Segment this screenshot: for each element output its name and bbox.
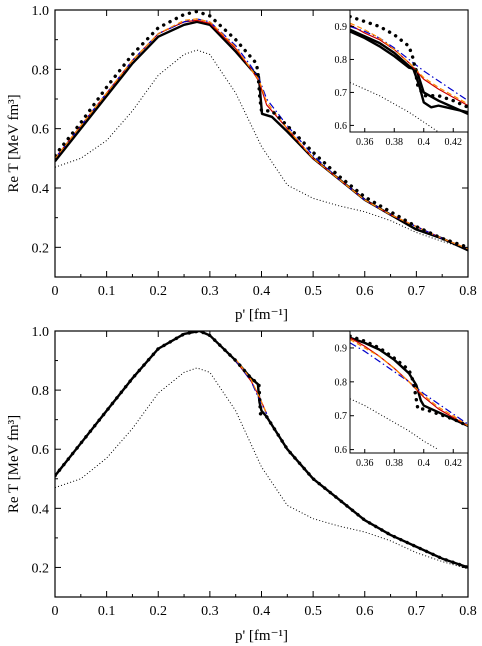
- top-panel-inset-y-tick-label: 0.9: [335, 22, 348, 33]
- top-panel-inset-series-4-line: [350, 25, 468, 102]
- bottom-panel-y-tick-label: 0.8: [32, 384, 50, 399]
- top-panel-y-tick-label: 0.2: [32, 241, 50, 256]
- top-panel-inset-x-tick-label: 0.4: [418, 137, 431, 148]
- top-panel-frame: [54, 9, 469, 278]
- bottom-panel-inset-frame: [349, 330, 469, 454]
- bottom-panel-y-axis-label: Re T [MeV fm³]: [6, 415, 22, 513]
- bottom-panel-x-tick-label: 0.5: [304, 604, 322, 619]
- top-panel-inset-x-tick-label: 0.36: [356, 137, 374, 148]
- top-panel-series-5-line: [55, 10, 468, 250]
- top-panel-inset-frame: [349, 9, 469, 133]
- top-panel-inset: 0.36 0.38 0.4 0.42 0.6 0.7 0.8 0.9: [335, 9, 469, 148]
- bottom-panel-inset-x-tick-label: 0.38: [386, 458, 404, 469]
- top-panel-y-axis-label: Re T [MeV fm³]: [6, 94, 22, 192]
- top-panel-x-tick-label: 0.7: [408, 284, 426, 299]
- top-panel-inset-background: [350, 10, 468, 132]
- top-panel-series-4-line: [55, 18, 468, 250]
- top-panel-x-tick-label: 0.3: [201, 284, 219, 299]
- top-panel-x-tick-label: 0.6: [356, 284, 374, 299]
- top-panel-inset-series-3-line: [350, 24, 468, 107]
- bottom-panel-inset-background: [350, 331, 468, 453]
- bottom-panel-x-axis-label: p' [fm⁻¹]: [235, 628, 288, 644]
- bottom-panel-series-3-line: [235, 360, 268, 415]
- bottom-panel: 0 0.1 0.2 0.3 0.4 0.5 0.6 0.7 0.8 0.2 0.4 0.6 0.8 1.0…: [6, 325, 477, 644]
- bottom-panel-inset-series-4-line: [350, 338, 468, 427]
- bottom-panel-y-tick-label: 0.4: [32, 502, 50, 517]
- bottom-panel-inset-x-tick-label: 0.36: [356, 458, 374, 469]
- bottom-panel-inset-series-6-line: [350, 398, 439, 451]
- top-panel-x-tick-label: 0: [52, 284, 59, 299]
- top-panel-x-tick-label: 0.2: [150, 284, 168, 299]
- top-panel-inset-series-7-line: [350, 82, 439, 132]
- bottom-panel-frame: [54, 330, 469, 598]
- top-panel-x-tick-label: 0.4: [253, 284, 271, 299]
- top-panel-inset-y-tick-label: 0.8: [335, 55, 348, 66]
- bottom-panel-x-tick-label: 0.6: [356, 604, 374, 619]
- bottom-panel-inset-y-tick-label: 0.8: [335, 377, 348, 388]
- top-panel-inset-y-tick-label: 0.6: [335, 121, 348, 132]
- bottom-panel-y-tick-label: 0.2: [32, 561, 50, 576]
- top-panel-x-tick-label: 0.5: [304, 284, 322, 299]
- bottom-panel-inset-y-tick-label: 0.9: [335, 343, 348, 354]
- top-panel-inset-series-5-line: [350, 22, 468, 105]
- top-panel-series-6-line: [55, 49, 468, 250]
- bottom-panel-series-2-line: [235, 360, 268, 414]
- bottom-panel-x-tick-label: 0.4: [253, 604, 271, 619]
- top-panel-x-tick-label: 0.8: [459, 284, 477, 299]
- bottom-panel-x-tick-label: 0.7: [408, 604, 426, 619]
- top-panel: 0 0.1 0.2 0.3 0.4 0.5 0.6 0.7 0.8 0.2 0.4 0.6 0.8 1.0…: [6, 4, 477, 323]
- bottom-panel-x-tick-label: 0.1: [98, 604, 116, 619]
- bottom-panel-x-tick-label: 0.8: [459, 604, 477, 619]
- top-panel-x-tick-label: 0.1: [98, 284, 116, 299]
- top-panel-inset-series-2-line: [350, 30, 468, 115]
- top-panel-inset-x-tick-label: 0.38: [386, 137, 404, 148]
- bottom-panel-inset-series-5-line: [350, 334, 468, 428]
- bottom-panel-inset-x-tick-label: 0.4: [418, 458, 431, 469]
- bottom-panel-x-tick-label: 0.2: [150, 604, 168, 619]
- bottom-panel-x-tick-label: 0: [52, 604, 59, 619]
- bottom-panel-inset-x-tick-label: 0.42: [445, 458, 463, 469]
- bottom-panel-inset-y-tick-label: 0.7: [335, 411, 348, 422]
- top-panel-inset-y-tick-label: 0.7: [335, 88, 348, 99]
- bottom-panel-series-5-line: [55, 331, 468, 570]
- top-panel-y-tick-label: 1.0: [32, 4, 50, 19]
- bottom-panel-inset: 0.36 0.38 0.4 0.42 0.6 0.7 0.8 0.9: [335, 330, 469, 469]
- top-panel-y-tick-label: 0.6: [32, 123, 50, 138]
- bottom-panel-series-6-line: [55, 367, 468, 570]
- bottom-panel-x-tick-label: 0.3: [201, 604, 219, 619]
- bottom-panel-y-tick-label: 1.0: [32, 325, 50, 340]
- bottom-panel-inset-series-3-line: [350, 342, 468, 425]
- top-panel-y-tick-label: 0.4: [32, 182, 50, 197]
- bottom-panel-inset-y-tick-label: 0.6: [335, 445, 348, 456]
- top-panel-inset-x-tick-label: 0.42: [445, 137, 463, 148]
- bottom-panel-y-tick-label: 0.6: [32, 443, 50, 458]
- top-panel-x-axis-label: p' [fm⁻¹]: [235, 307, 288, 323]
- top-panel-y-tick-label: 0.8: [32, 63, 50, 78]
